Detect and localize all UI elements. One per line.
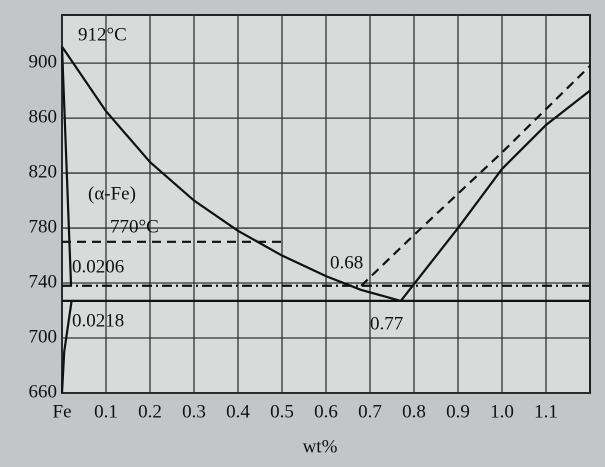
curve [60,46,73,286]
y-tick-label: 860 [29,106,58,127]
y-tick-label: 740 [29,271,58,292]
y-tick-label: 780 [29,216,58,237]
y-tick-label: 900 [29,51,58,72]
curve [360,65,591,287]
x-tick-label: 0.3 [182,401,206,422]
curve [399,89,591,302]
annotation: 770°C [110,216,159,237]
x-tick-label: 0.6 [314,401,338,422]
x-tick-label: 1.0 [490,401,514,422]
annotation: 0.0218 [72,310,124,331]
y-tick-label: 700 [29,326,58,347]
x-tick-label: 0.1 [94,401,118,422]
x-tick-label: 0.5 [270,401,294,422]
x-tick-label: Fe [53,401,72,422]
x-tick-label: 0.7 [358,401,382,422]
y-tick-label: 820 [29,161,58,182]
annotation: 0.77 [370,313,403,334]
x-tick-label: 0.2 [138,401,162,422]
x-tick-label: 1.1 [534,401,558,422]
annotation: 0.68 [330,252,363,273]
annotation: (α-Fe) [88,183,136,204]
x-tick-label: 0.8 [402,401,426,422]
y-tick-label: 660 [29,381,58,402]
curve [60,300,73,394]
x-tick-label: 0.9 [446,401,470,422]
x-tick-label: 0.4 [226,401,250,422]
x-axis-label: wt% [303,436,338,457]
annotation: 0.0206 [72,256,124,277]
annotation: 912°C [78,24,127,45]
